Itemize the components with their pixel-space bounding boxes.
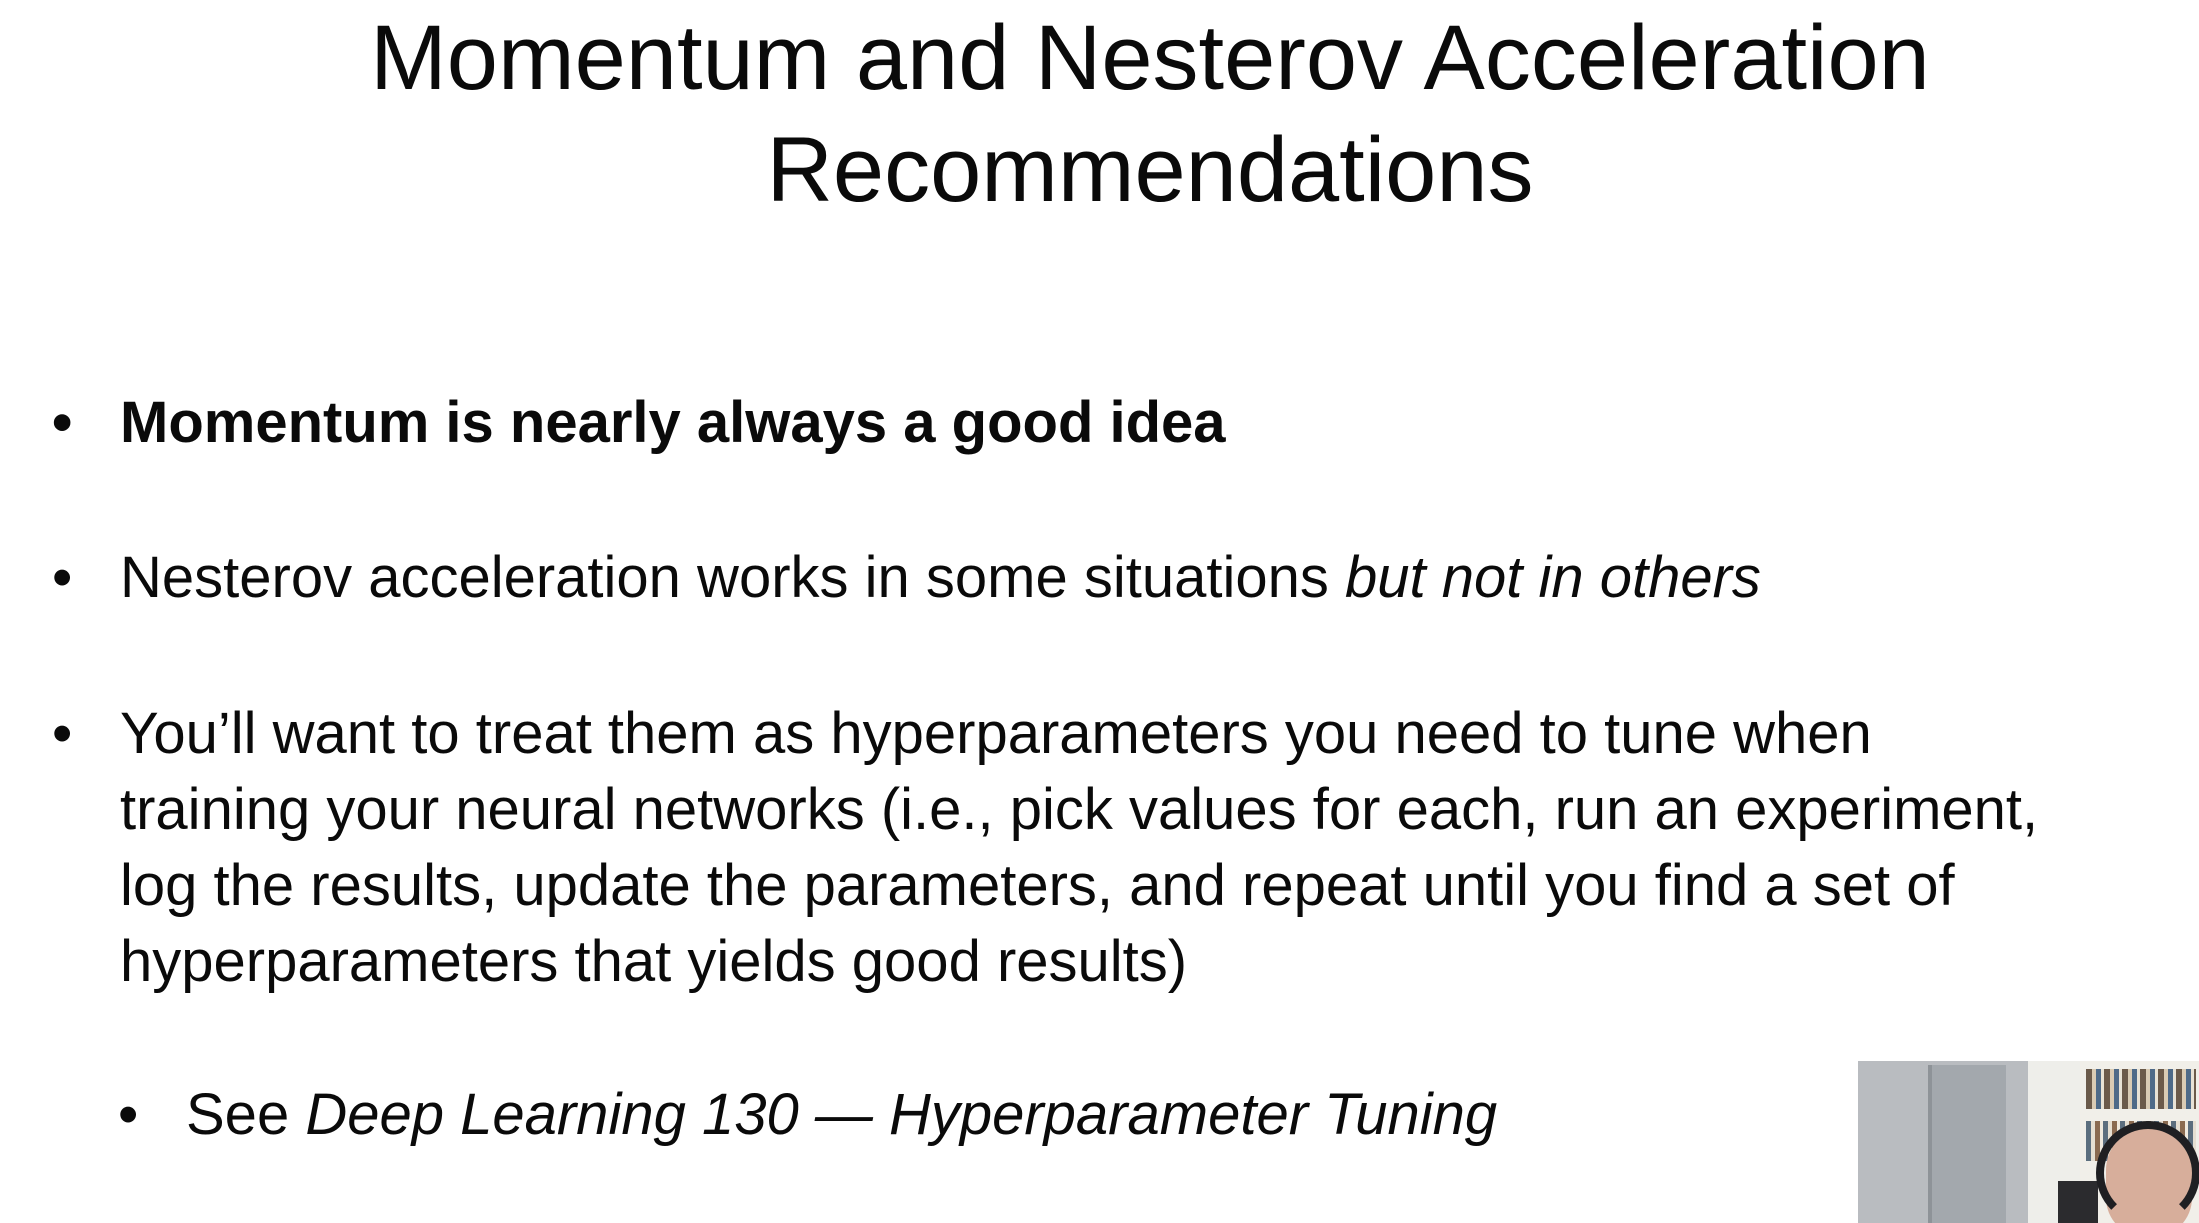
bullet-marker: •: [52, 545, 73, 610]
bullet-marker: •: [52, 701, 73, 766]
headset-icon: [2096, 1121, 2199, 1223]
slide-title: Momentum and Nesterov Acceleration Recom…: [0, 2, 2199, 226]
bullet-text: Momentum is nearly always a good idea: [120, 390, 1226, 455]
bullet-line-4: hyperparameters that yields good results…: [120, 929, 1188, 994]
bullet-momentum: • Momentum is nearly always a good idea: [52, 385, 1226, 461]
presenter-webcam: [1858, 1061, 2199, 1223]
webcam-books-row-1: [2086, 1069, 2196, 1109]
title-line-2: Recommendations: [766, 119, 1534, 221]
reference-prefix: See: [186, 1082, 306, 1147]
reference-title: Deep Learning 130 — Hyperparameter Tunin…: [305, 1082, 1498, 1147]
bullet-line-1: You’ll want to treat them as hyperparame…: [120, 701, 1872, 766]
title-line-1: Momentum and Nesterov Acceleration: [370, 7, 1930, 109]
sub-bullet-reference: • See Deep Learning 130 — Hyperparameter…: [118, 1077, 1498, 1153]
bullet-hyperparameters: • You’ll want to treat them as hyperpara…: [52, 696, 2039, 1000]
bullet-line-2: training your neural networks (i.e., pic…: [120, 777, 2039, 842]
bullet-emphasis: but not in others: [1344, 545, 1761, 610]
webcam-chair: [2058, 1181, 2098, 1223]
bullet-nesterov: • Nesterov acceleration works in some si…: [52, 540, 1761, 616]
bullet-marker: •: [52, 390, 73, 455]
bullet-marker: •: [118, 1082, 139, 1147]
webcam-door: [1928, 1065, 2006, 1223]
bullet-line-3: log the results, update the parameters, …: [120, 853, 1955, 918]
bullet-text: Nesterov acceleration works in some situ…: [120, 545, 1345, 610]
